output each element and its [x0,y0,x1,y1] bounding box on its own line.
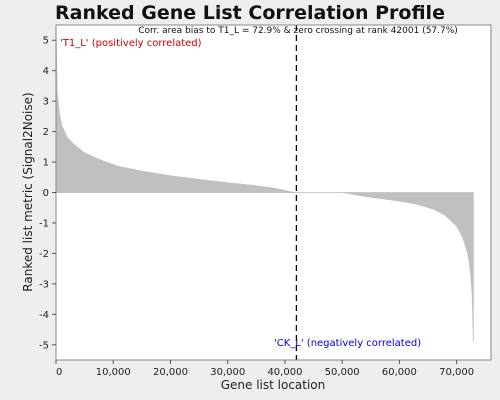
y-tick-label: -2 [39,249,49,260]
y-tick-label: 0 [43,188,49,199]
y-tick-label: 5 [43,36,49,47]
y-tick-label: -4 [39,310,49,321]
x-tick-label: 60,000 [382,367,417,378]
negative-correlation-label: 'CK_L' (negatively correlated) [274,338,421,349]
y-tick-label: 4 [43,66,49,77]
x-axis: 0 10,000 20,000 30,000 40,000 50,000 60,000 70,… [55,360,474,378]
x-tick-label: 0 [56,367,62,378]
positive-correlation-label: 'T1_L' (positively correlated) [60,38,202,49]
y-tick-label: -1 [39,218,49,229]
y-tick-label: 3 [43,97,49,108]
y-tick-label: 2 [43,127,49,138]
x-tick-label: 40,000 [267,367,302,378]
x-tick-label: 30,000 [210,367,245,378]
x-axis-label: Gene list location [221,378,326,392]
y-axis: 5 4 3 2 1 0 -1 -2 -3 -4 -5 [39,36,56,351]
y-tick-label: -3 [39,279,49,290]
x-tick-label: 70,000 [439,367,474,378]
y-tick-label: -5 [39,340,49,351]
x-tick-label: 10,000 [96,367,131,378]
correlation-note: Corr. area bias to T1_L = 72.9% & zero c… [138,26,458,36]
x-tick-label: 50,000 [325,367,360,378]
x-tick-label: 20,000 [153,367,188,378]
chart-title: Ranked Gene List Correlation Profile [55,2,445,24]
y-tick-label: 1 [43,158,49,169]
y-axis-label: Ranked list metric (Signal2Noise) [21,92,35,291]
